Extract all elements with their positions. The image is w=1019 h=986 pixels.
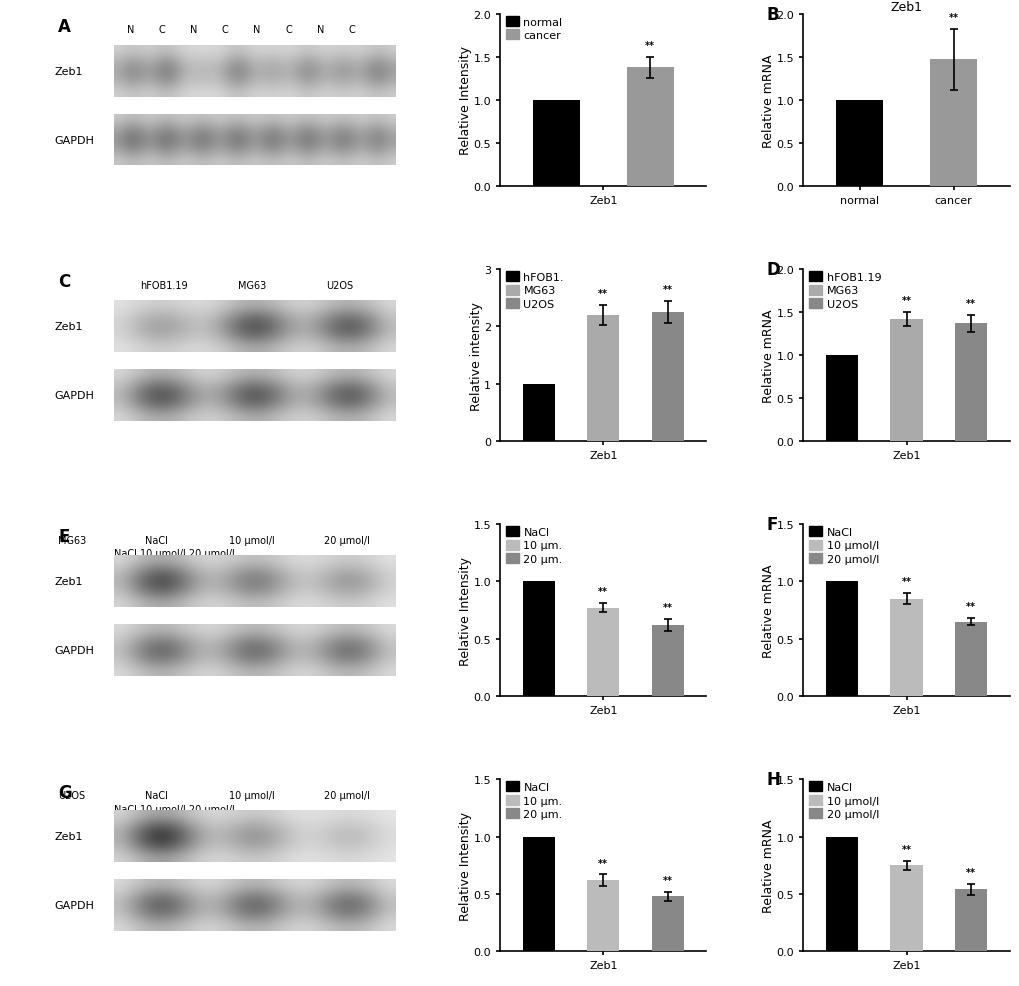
Bar — [587, 608, 619, 697]
Text: **: ** — [598, 587, 607, 597]
Y-axis label: Relative mRNA: Relative mRNA — [761, 54, 774, 148]
Text: N: N — [253, 26, 261, 35]
Text: F: F — [765, 516, 776, 533]
Text: **: ** — [645, 41, 654, 51]
Legend: normal, cancer: normal, cancer — [505, 17, 561, 41]
Text: **: ** — [965, 867, 975, 877]
Text: **: ** — [598, 858, 607, 868]
Bar — [651, 896, 683, 951]
Bar — [651, 625, 683, 697]
Text: GAPDH: GAPDH — [54, 900, 95, 910]
Text: H: H — [765, 771, 780, 789]
Title: Zeb1: Zeb1 — [890, 1, 921, 14]
Text: **: ** — [901, 844, 911, 854]
Text: Zeb1: Zeb1 — [54, 831, 83, 841]
Bar — [532, 101, 579, 187]
Y-axis label: Relative intensity: Relative intensity — [469, 302, 482, 410]
Text: Zeb1: Zeb1 — [54, 321, 83, 331]
Text: NaCl: NaCl — [145, 790, 168, 800]
Y-axis label: Relative Intensity: Relative Intensity — [459, 810, 472, 920]
Text: **: ** — [965, 601, 975, 611]
Bar — [626, 68, 673, 187]
Legend: NaCl, 10 μmol/l, 20 μmol/l: NaCl, 10 μmol/l, 20 μmol/l — [808, 782, 878, 819]
Text: **: ** — [901, 577, 911, 587]
Text: N: N — [126, 26, 133, 35]
Legend: NaCl, 10 μmol/l, 20 μmol/l: NaCl, 10 μmol/l, 20 μmol/l — [808, 527, 878, 564]
Bar — [954, 889, 986, 951]
Y-axis label: Relative mRNA: Relative mRNA — [761, 309, 774, 402]
Text: Zeb1: Zeb1 — [54, 67, 83, 77]
Y-axis label: Relative Intensity: Relative Intensity — [459, 46, 472, 156]
Legend: NaCl, 10 μm., 20 μm.: NaCl, 10 μm., 20 μm. — [505, 527, 562, 564]
Text: **: ** — [662, 284, 673, 294]
Bar — [522, 582, 554, 697]
Y-axis label: Relative mRNA: Relative mRNA — [761, 564, 774, 658]
Bar — [522, 385, 554, 442]
Text: D: D — [765, 261, 780, 279]
Text: U2OS: U2OS — [326, 280, 353, 290]
Bar — [651, 313, 683, 442]
Text: hFOB1.19: hFOB1.19 — [140, 280, 187, 290]
Text: NaCl 10 μmol/l 20 μmol/l: NaCl 10 μmol/l 20 μmol/l — [114, 804, 235, 813]
Text: 10 μmol/l: 10 μmol/l — [228, 535, 274, 545]
Bar — [587, 316, 619, 442]
Text: **: ** — [901, 296, 911, 306]
Text: GAPDH: GAPDH — [54, 135, 95, 146]
Text: 20 μmol/l: 20 μmol/l — [324, 535, 369, 545]
Bar — [825, 582, 857, 697]
Text: **: ** — [598, 288, 607, 299]
Text: U2OS: U2OS — [58, 790, 85, 800]
Text: GAPDH: GAPDH — [54, 645, 95, 655]
Text: MG63: MG63 — [237, 280, 266, 290]
Text: C: C — [285, 26, 291, 35]
Text: 20 μmol/l: 20 μmol/l — [324, 790, 369, 800]
Y-axis label: Relative mRNA: Relative mRNA — [761, 818, 774, 912]
Text: C: C — [158, 26, 165, 35]
Text: 10 μmol/l: 10 μmol/l — [228, 790, 274, 800]
Text: C: C — [222, 26, 228, 35]
Text: B: B — [765, 6, 779, 25]
Text: N: N — [190, 26, 197, 35]
Text: **: ** — [948, 14, 958, 24]
Bar — [929, 60, 976, 187]
Text: NaCl 10 μmol/l 20 μmol/l: NaCl 10 μmol/l 20 μmol/l — [114, 549, 235, 559]
Text: C: C — [348, 26, 355, 35]
Bar — [890, 866, 922, 951]
Text: **: ** — [965, 299, 975, 309]
Text: NaCl: NaCl — [145, 535, 168, 545]
Bar — [825, 837, 857, 951]
Bar — [954, 622, 986, 697]
Bar — [890, 599, 922, 697]
Legend: hFOB1.19, MG63, U2OS: hFOB1.19, MG63, U2OS — [808, 272, 880, 310]
Bar — [587, 880, 619, 951]
Text: A: A — [58, 18, 71, 36]
Bar — [890, 319, 922, 442]
Text: MG63: MG63 — [58, 535, 87, 545]
Legend: hFOB1., MG63, U2OS: hFOB1., MG63, U2OS — [505, 272, 564, 310]
Text: E: E — [58, 528, 69, 546]
Bar — [825, 356, 857, 442]
Bar — [836, 101, 882, 187]
Text: N: N — [316, 26, 324, 35]
Text: GAPDH: GAPDH — [54, 390, 95, 400]
Legend: NaCl, 10 μm., 20 μm.: NaCl, 10 μm., 20 μm. — [505, 782, 562, 819]
Text: C: C — [58, 273, 70, 291]
Text: G: G — [58, 783, 71, 801]
Text: **: ** — [662, 875, 673, 884]
Text: **: ** — [662, 602, 673, 613]
Bar — [522, 837, 554, 951]
Bar — [954, 323, 986, 442]
Text: Zeb1: Zeb1 — [54, 576, 83, 587]
Y-axis label: Relative Intensity: Relative Intensity — [459, 556, 472, 665]
